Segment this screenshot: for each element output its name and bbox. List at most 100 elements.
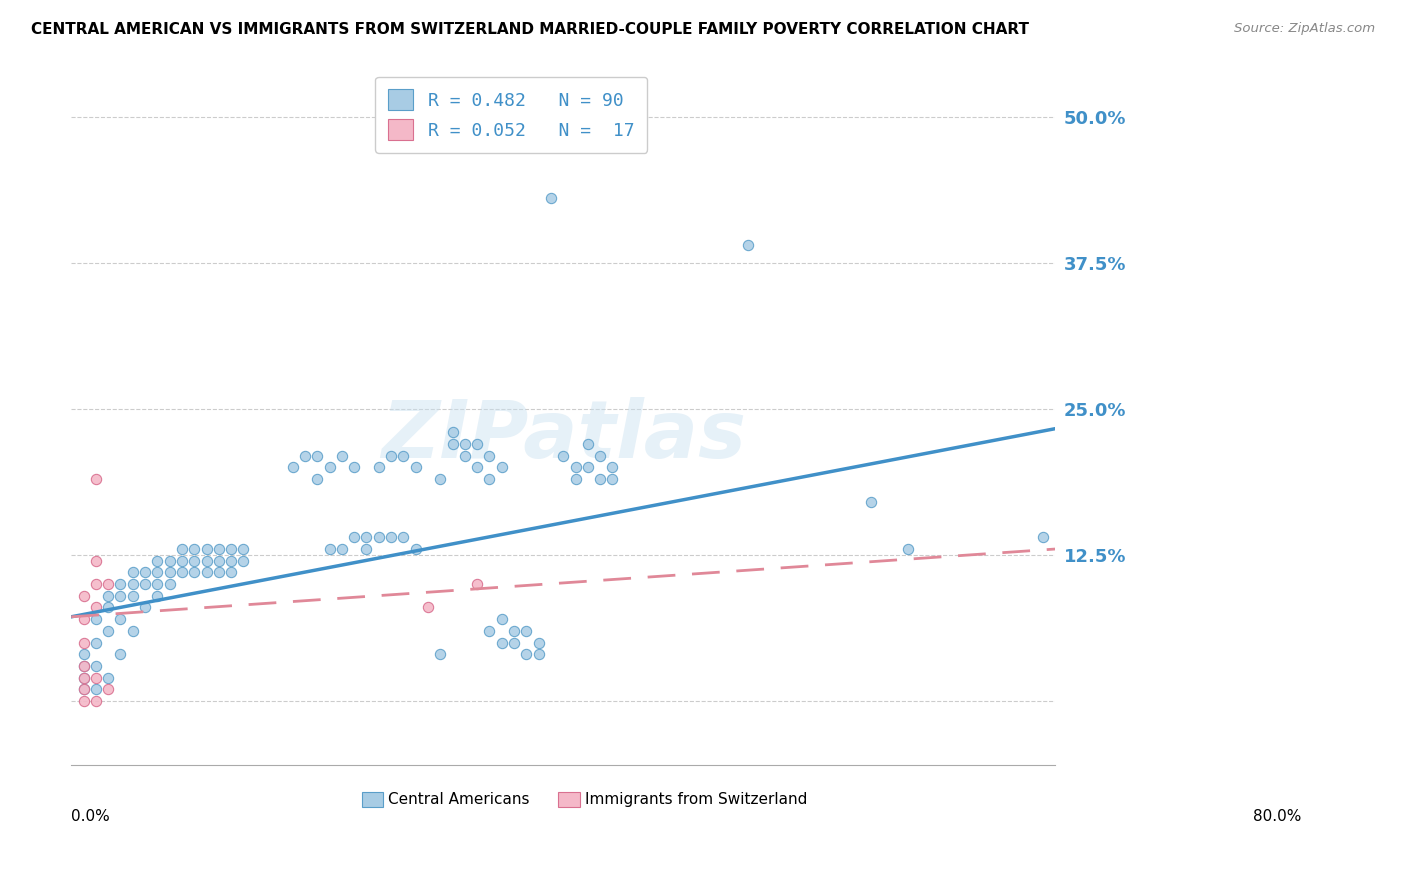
Bar <box>558 792 581 807</box>
Point <box>84 659 107 673</box>
Point <box>343 460 366 475</box>
Legend: R = 0.482   N = 90, R = 0.052   N =  17: R = 0.482 N = 90, R = 0.052 N = 17 <box>375 77 647 153</box>
Point <box>97 600 120 615</box>
Point <box>564 460 586 475</box>
Point <box>232 541 254 556</box>
Point <box>491 612 513 626</box>
Point <box>72 635 94 649</box>
Point <box>219 554 242 568</box>
Point <box>72 671 94 685</box>
Point <box>564 472 586 486</box>
Point <box>897 541 920 556</box>
Point <box>121 624 143 638</box>
Text: Source: ZipAtlas.com: Source: ZipAtlas.com <box>1234 22 1375 36</box>
Point <box>576 437 599 451</box>
Point <box>416 600 439 615</box>
Text: Immigrants from Switzerland: Immigrants from Switzerland <box>585 792 807 807</box>
Point <box>110 589 132 603</box>
Point <box>491 635 513 649</box>
Point <box>121 566 143 580</box>
Point <box>72 589 94 603</box>
Point <box>84 671 107 685</box>
Point <box>146 566 169 580</box>
Point <box>491 460 513 475</box>
Point <box>405 541 427 556</box>
Point <box>84 577 107 591</box>
Point <box>170 541 193 556</box>
Point <box>97 589 120 603</box>
Point <box>307 449 329 463</box>
Point <box>503 624 526 638</box>
Point <box>503 635 526 649</box>
Point <box>441 437 464 451</box>
Point <box>380 530 402 544</box>
Point <box>356 541 378 556</box>
Point <box>195 566 218 580</box>
Point <box>72 612 94 626</box>
Point <box>170 566 193 580</box>
Point <box>392 449 415 463</box>
Point <box>72 682 94 697</box>
Point <box>72 671 94 685</box>
Point <box>465 437 488 451</box>
Point <box>219 541 242 556</box>
Point <box>72 694 94 708</box>
Point <box>232 554 254 568</box>
Point <box>110 577 132 591</box>
Point <box>84 472 107 486</box>
Point <box>170 554 193 568</box>
Point <box>454 449 477 463</box>
Point <box>589 472 612 486</box>
Text: CENTRAL AMERICAN VS IMMIGRANTS FROM SWITZERLAND MARRIED-COUPLE FAMILY POVERTY CO: CENTRAL AMERICAN VS IMMIGRANTS FROM SWIT… <box>31 22 1029 37</box>
Text: Central Americans: Central Americans <box>388 792 530 807</box>
Point <box>318 460 340 475</box>
Bar <box>361 792 384 807</box>
Point <box>159 566 181 580</box>
Point <box>84 554 107 568</box>
Point <box>540 191 562 205</box>
Point <box>737 238 759 252</box>
Point <box>110 612 132 626</box>
Point <box>121 589 143 603</box>
Point <box>478 624 501 638</box>
Point <box>367 530 389 544</box>
Point <box>380 449 402 463</box>
Point <box>318 541 340 556</box>
Point <box>134 577 156 591</box>
Point <box>465 577 488 591</box>
Point <box>84 694 107 708</box>
Point <box>110 647 132 661</box>
Point <box>527 647 550 661</box>
Point <box>515 647 537 661</box>
Point <box>307 472 329 486</box>
Point <box>208 554 231 568</box>
Point <box>195 554 218 568</box>
Point <box>602 472 624 486</box>
Point <box>478 472 501 486</box>
Point <box>343 530 366 544</box>
Point <box>84 682 107 697</box>
Point <box>97 682 120 697</box>
Point <box>146 589 169 603</box>
Point <box>429 647 451 661</box>
Point <box>159 577 181 591</box>
Point <box>330 449 353 463</box>
Point <box>553 449 575 463</box>
Text: ZIPatlas: ZIPatlas <box>381 397 745 475</box>
Point <box>97 671 120 685</box>
Point <box>72 659 94 673</box>
Point <box>478 449 501 463</box>
Point <box>1032 530 1054 544</box>
Point <box>146 577 169 591</box>
Point <box>367 460 389 475</box>
Point <box>97 577 120 591</box>
Point <box>208 566 231 580</box>
Point <box>356 530 378 544</box>
Point <box>121 577 143 591</box>
Point <box>97 624 120 638</box>
Point <box>84 635 107 649</box>
Point <box>441 425 464 439</box>
Point <box>84 600 107 615</box>
Point <box>454 437 477 451</box>
Point <box>72 647 94 661</box>
